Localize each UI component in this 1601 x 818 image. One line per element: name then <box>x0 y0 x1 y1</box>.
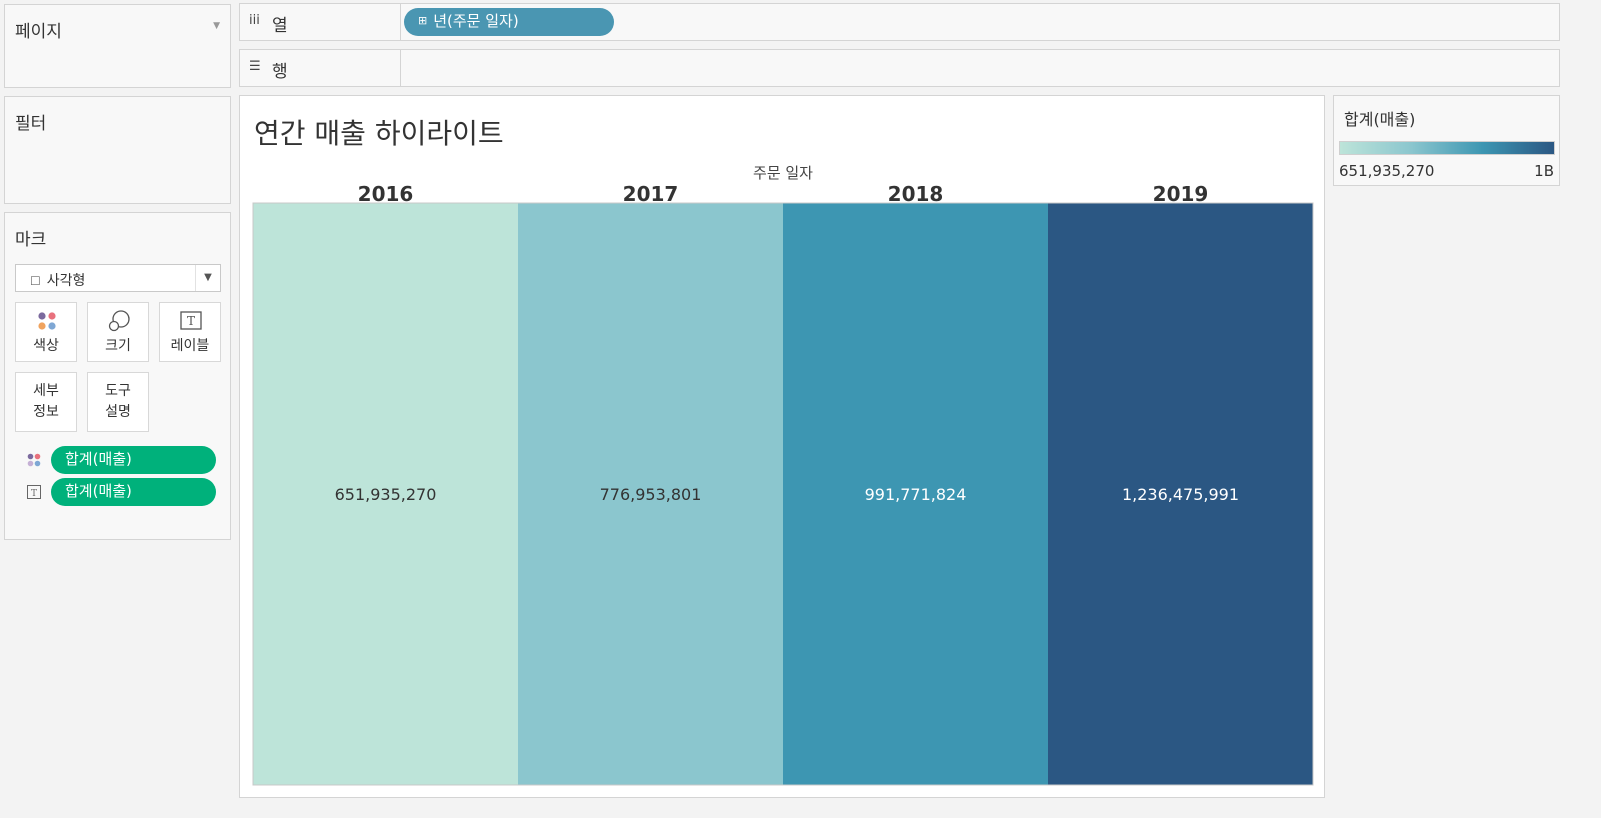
color-pill-row: 합계(매출) <box>15 446 227 474</box>
label-pill-row: T 합계(매출) <box>15 478 227 506</box>
sum-sales-label-pill[interactable]: 합계(매출) <box>51 478 216 506</box>
columns-icon: iii <box>249 13 260 28</box>
svg-text:T: T <box>31 489 37 499</box>
color-button-label: 색상 <box>33 338 59 354</box>
color-legend[interactable]: 합계(매출) 651,935,270 1B <box>1333 95 1560 186</box>
year-order-date-pill-label: 년(주문 일자) <box>433 12 519 30</box>
cell-2018[interactable] <box>783 203 1048 785</box>
tooltip-label-1: 도구 <box>105 383 131 399</box>
legend-min-label: 651,935,270 <box>1339 162 1435 180</box>
cell-2016[interactable] <box>253 203 518 785</box>
legend-gradient <box>1339 141 1555 155</box>
value-label-2017: 776,953,801 <box>600 485 702 504</box>
chevron-down-icon[interactable]: ▼ <box>195 265 220 291</box>
pages-title: 페이지 <box>15 22 62 42</box>
filters-title: 필터 <box>15 114 47 134</box>
legend-max-label: 1B <box>1534 162 1554 180</box>
size-icon <box>108 310 130 332</box>
rows-shelf-label: 행 <box>272 62 288 82</box>
table-border <box>252 202 1314 786</box>
color-button[interactable]: 색상 <box>15 302 77 362</box>
column-axis-title: 주문 일자 <box>753 164 813 182</box>
text-icon: T <box>27 485 41 499</box>
tooltip-label-2: 설명 <box>105 404 131 420</box>
column-header-2016[interactable]: 2016 <box>358 182 414 206</box>
highlight-table[interactable]: 2016 651,935,270 2017 776,953,801 2018 991,77… <box>240 96 1326 799</box>
shelf-divider <box>400 50 401 86</box>
legend-title: 합계(매출) <box>1344 110 1416 129</box>
text-icon: T <box>180 311 202 330</box>
filters-card[interactable]: 필터 <box>4 96 231 204</box>
columns-shelf-label: 열 <box>272 16 288 36</box>
label-button-label: 레이블 <box>170 338 210 354</box>
rows-shelf[interactable]: ☰ 행 <box>239 49 1560 87</box>
shelf-divider <box>400 4 401 40</box>
pages-card[interactable]: 페이지 ▼ <box>4 4 231 88</box>
mark-type-value: 사각형 <box>46 273 86 289</box>
svg-text:T: T <box>187 314 195 328</box>
color-icon <box>38 312 56 330</box>
view-area[interactable]: 연간 매출 하이라이트 주문 일자 2016 651,935,270 2017 776… <box>239 95 1325 798</box>
value-label-2016: 651,935,270 <box>335 485 437 504</box>
column-header-2018[interactable]: 2018 <box>888 182 944 206</box>
value-label-2019: 1,236,475,991 <box>1122 485 1239 504</box>
size-button-label: 크기 <box>105 338 131 354</box>
rows-icon: ☰ <box>249 59 261 74</box>
cell-2019[interactable] <box>1048 203 1313 785</box>
mark-type-dropdown[interactable]: ☐ 사각형 ▼ <box>15 264 221 292</box>
value-label-2018: 991,771,824 <box>865 485 967 504</box>
detail-label-1: 세부 <box>33 383 59 399</box>
detail-label-2: 정보 <box>33 404 59 420</box>
color-icon <box>27 453 41 467</box>
marks-title: 마크 <box>15 230 47 250</box>
chevron-down-icon[interactable]: ▼ <box>213 21 220 31</box>
sum-sales-color-pill[interactable]: 합계(매출) <box>51 446 216 474</box>
year-order-date-pill[interactable]: ⊞ 년(주문 일자) <box>404 8 614 36</box>
column-header-2019[interactable]: 2019 <box>1153 182 1209 206</box>
column-header-2017[interactable]: 2017 <box>623 182 679 206</box>
columns-shelf[interactable]: iii 열 ⊞ 년(주문 일자) <box>239 3 1560 41</box>
size-button[interactable]: 크기 <box>87 302 149 362</box>
expand-icon[interactable]: ⊞ <box>418 14 428 27</box>
label-button[interactable]: T 레이블 <box>159 302 221 362</box>
cell-2017[interactable] <box>518 203 783 785</box>
mark-type-label: ☐ 사각형 <box>30 270 85 290</box>
square-icon: ☐ <box>30 274 41 288</box>
view-title: 연간 매출 하이라이트 <box>254 117 504 150</box>
